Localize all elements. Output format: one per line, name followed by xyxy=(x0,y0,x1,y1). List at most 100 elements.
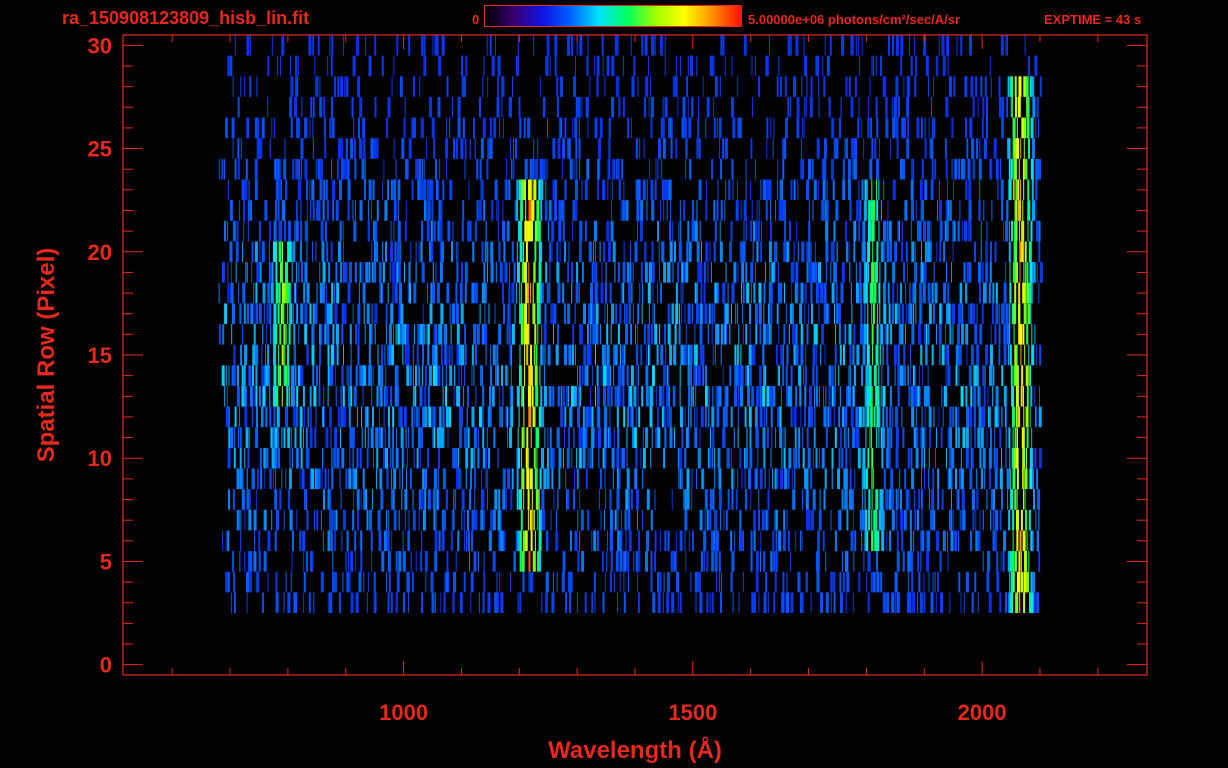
heatmap-cell xyxy=(544,427,546,448)
heatmap-cell xyxy=(886,241,890,263)
heatmap-cell xyxy=(869,158,873,180)
heatmap-cell xyxy=(945,158,948,180)
heatmap-cell xyxy=(319,262,321,283)
heatmap-cell xyxy=(985,262,989,283)
heatmap-cell xyxy=(396,571,400,593)
heatmap-cell xyxy=(1017,96,1021,118)
heatmap-cell xyxy=(853,158,857,180)
heatmap-cell xyxy=(236,468,240,490)
heatmap-cell xyxy=(866,406,870,428)
heatmap-cell xyxy=(881,509,885,531)
heatmap-cell xyxy=(739,365,742,386)
heatmap-cell xyxy=(281,344,284,366)
heatmap-cell xyxy=(352,303,354,324)
heatmap-cell xyxy=(231,282,234,304)
heatmap-cell xyxy=(699,571,701,593)
heatmap-cell xyxy=(663,262,667,283)
heatmap-cell xyxy=(423,55,427,77)
heatmap-cell xyxy=(888,220,892,242)
heatmap-cell xyxy=(346,571,350,593)
heatmap-cell xyxy=(517,530,521,552)
heatmap-cell xyxy=(888,303,891,324)
heatmap-cell xyxy=(285,406,288,428)
heatmap-cell xyxy=(815,55,819,77)
heatmap-cell xyxy=(637,76,639,97)
heatmap-cell xyxy=(1010,571,1014,593)
heatmap-cell xyxy=(361,427,363,448)
heatmap-cell xyxy=(933,509,936,531)
heatmap-cell xyxy=(695,386,697,407)
heatmap-cell xyxy=(712,530,716,552)
heatmap-cell xyxy=(760,179,762,201)
heatmap-cell xyxy=(255,344,259,366)
heatmap-cell xyxy=(866,344,870,366)
heatmap-cell xyxy=(592,365,594,386)
heatmap-cell xyxy=(960,468,964,490)
heatmap-cell xyxy=(874,530,877,552)
heatmap-cell xyxy=(319,76,321,97)
heatmap-cell xyxy=(358,117,361,139)
heatmap-cell xyxy=(815,282,819,304)
heatmap-cell xyxy=(854,386,855,407)
heatmap-cell xyxy=(288,468,292,490)
heatmap-cell xyxy=(947,55,949,77)
heatmap-cell xyxy=(309,468,312,490)
heatmap-cell xyxy=(1024,344,1026,366)
heatmap-cell xyxy=(578,427,581,448)
heatmap-cell xyxy=(834,303,835,324)
heatmap-cell xyxy=(246,468,248,490)
heatmap-cell xyxy=(979,509,981,531)
heatmap-cell xyxy=(606,220,610,242)
heatmap-cell xyxy=(738,117,742,139)
heatmap-cell xyxy=(308,282,310,304)
heatmap-cell xyxy=(782,344,784,366)
heatmap-cell xyxy=(969,406,973,428)
heatmap-cell xyxy=(826,303,830,324)
heatmap-cell xyxy=(644,262,648,283)
heatmap-cell xyxy=(818,509,822,531)
heatmap-cell xyxy=(852,344,855,366)
heatmap-cell xyxy=(942,406,944,428)
heatmap-cell xyxy=(363,365,367,386)
heatmap-cell xyxy=(439,241,442,263)
heatmap-cell xyxy=(879,262,881,283)
heatmap-cell xyxy=(395,551,398,572)
heatmap-cell xyxy=(232,303,235,324)
heatmap-cell xyxy=(520,324,524,345)
heatmap-cell xyxy=(833,220,836,242)
heatmap-cell xyxy=(249,427,250,448)
heatmap-cell xyxy=(573,386,577,407)
heatmap-cell xyxy=(321,468,323,490)
heatmap-cell xyxy=(707,386,709,407)
heatmap-cell xyxy=(246,117,250,139)
heatmap-cell xyxy=(658,241,660,263)
heatmap-cell xyxy=(930,592,934,613)
heatmap-cell xyxy=(650,551,653,572)
heatmap-cell xyxy=(684,303,686,324)
heatmap-cell xyxy=(1010,365,1013,386)
heatmap-cell xyxy=(364,179,366,201)
heatmap-cell xyxy=(322,282,325,304)
heatmap-cell xyxy=(802,447,805,469)
heatmap-cell xyxy=(977,427,981,448)
heatmap-cell xyxy=(579,324,582,345)
heatmap-cell xyxy=(787,530,790,552)
heatmap-cell xyxy=(429,179,433,201)
heatmap-cell xyxy=(331,158,332,180)
heatmap-cell xyxy=(733,262,737,283)
heatmap-cell xyxy=(620,200,622,221)
heatmap-cell xyxy=(899,220,900,242)
heatmap-cell xyxy=(758,365,762,386)
heatmap-cell xyxy=(1014,138,1018,159)
heatmap-cell xyxy=(373,592,377,613)
heatmap-cell xyxy=(362,386,364,407)
heatmap-cell xyxy=(654,551,657,572)
heatmap-cell xyxy=(868,406,869,428)
heatmap-cell xyxy=(295,55,298,77)
heatmap-cell xyxy=(751,344,755,366)
heatmap-cell xyxy=(606,324,609,345)
heatmap-cell xyxy=(900,509,903,531)
heatmap-cell xyxy=(470,468,472,490)
heatmap-cell xyxy=(700,344,703,366)
heatmap-cell xyxy=(345,551,347,572)
